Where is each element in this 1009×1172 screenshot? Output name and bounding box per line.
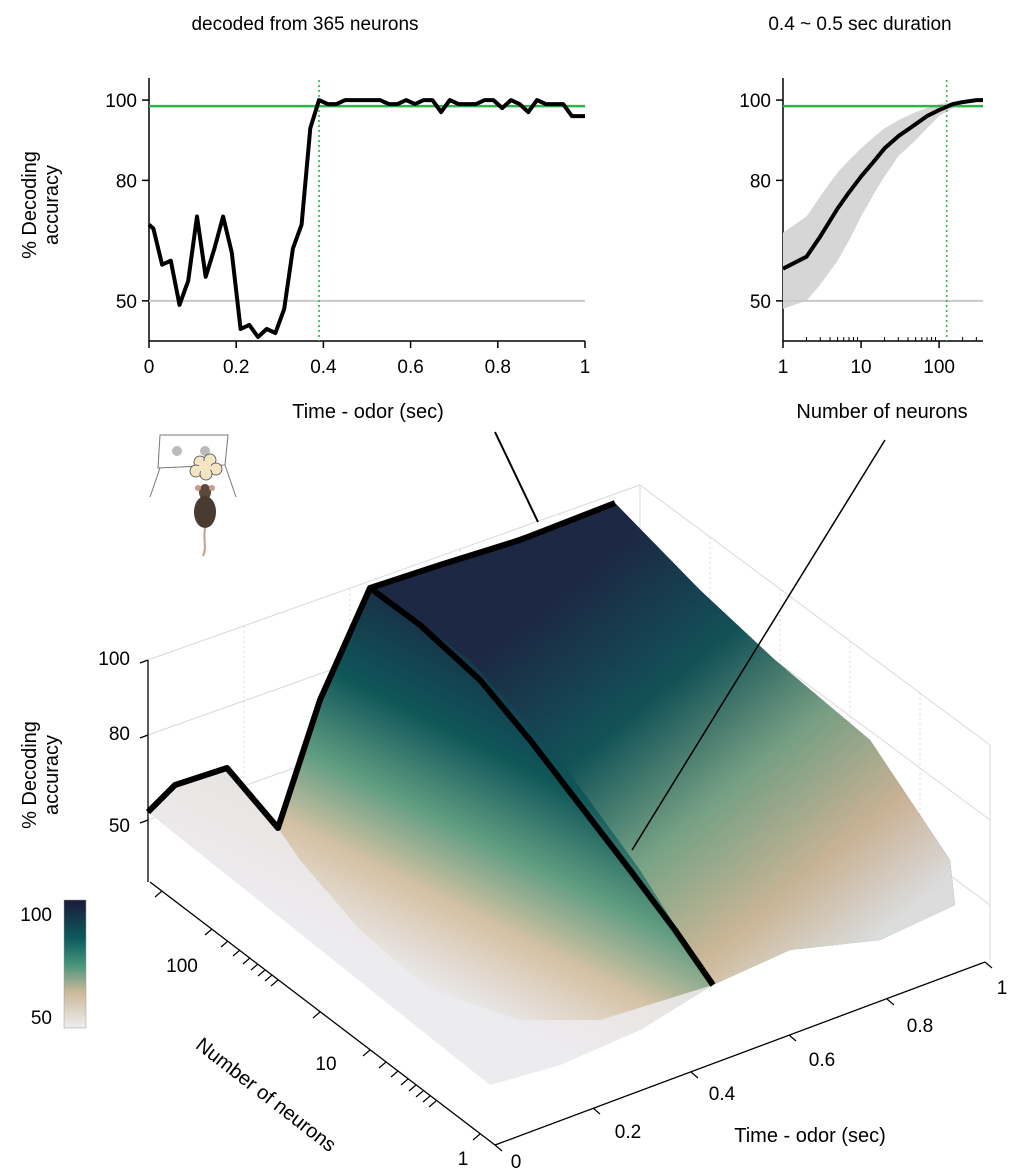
odor-port-left <box>172 446 182 456</box>
surface-neuron-tick-100: 100 <box>166 956 198 977</box>
time-course-ytick-label: 100 <box>105 91 137 112</box>
time-course-ytick-label: 80 <box>116 171 137 192</box>
surface-time-ridge <box>145 500 617 831</box>
neuron-count-xlabel: Number of neurons <box>796 401 967 423</box>
surface-neuron-label: Number of neurons <box>191 1034 339 1157</box>
surface-z-tick-80: 80 <box>109 724 130 745</box>
time-course-xtick-label: 0.8 <box>485 357 511 378</box>
surface-time-label: Time - odor (sec) <box>734 1125 886 1147</box>
surface-neuron-tick-10: 10 <box>315 1054 336 1075</box>
neuron-count-xtick-label: 100 <box>923 357 955 378</box>
neuron-count-xtick-label: 10 <box>850 357 871 378</box>
mouse-icon <box>194 484 216 557</box>
neuron-count-ytick-label: 100 <box>739 91 771 112</box>
surface-floor <box>149 881 986 1146</box>
surface-panel: 100 80 50 % Decoding accuracy 1 <box>19 431 1008 1172</box>
surface-neuron-tick-1: 1 <box>458 1149 469 1170</box>
surface-time-ticks <box>494 961 993 1152</box>
surface-right-sheet <box>370 503 955 985</box>
surface-low-region <box>148 768 713 1085</box>
surface-zlabel-line2: accuracy <box>41 735 63 815</box>
surface-zlabel-line1: % Decoding <box>19 721 41 829</box>
mouse-illustration <box>149 434 237 557</box>
colorbar-tick-100: 100 <box>20 905 52 926</box>
surface-neuron-ticks <box>154 890 481 1141</box>
time-course-xtick-label: 0.2 <box>223 357 249 378</box>
neuron-count-series-line <box>782 98 983 271</box>
neuron-count-panel: 0.4 ~ 0.5 sec duration 50 80 100 1 10 100 Nu… <box>739 14 983 423</box>
neuron-count-ytick-label: 80 <box>750 171 771 192</box>
neuron-count-ytick-label: 50 <box>750 292 771 313</box>
colorbar-tick-50: 50 <box>31 1008 52 1029</box>
time-course-xtick-label: 0.4 <box>310 357 337 378</box>
odor-port-right <box>200 446 210 456</box>
time-course-xtick-label: 1 <box>580 357 591 378</box>
surface-time-tick-0.2: 0.2 <box>615 1122 641 1143</box>
surface-z-tick-50: 50 <box>109 816 130 837</box>
time-course-xtick-label: 0.6 <box>397 357 423 378</box>
neuron-count-xtick-label: 1 <box>778 357 789 378</box>
time-course-connector <box>494 431 539 523</box>
time-course-title: decoded from 365 neurons <box>191 14 418 35</box>
surface-time-tick-0.6: 0.6 <box>809 1050 835 1071</box>
neuron-count-error-band <box>783 100 983 309</box>
surface-time-tick-0: 0 <box>511 1152 522 1172</box>
surface-z-tick-100: 100 <box>98 649 130 670</box>
odor-cloud-icon <box>189 453 223 481</box>
surface-time-tick-0.4: 0.4 <box>709 1084 736 1105</box>
time-course-panel: decoded from 365 neurons % Decoding accu… <box>19 14 590 423</box>
time-course-xlabel: Time - odor (sec) <box>292 401 444 423</box>
time-course-ylabel-line2: accuracy <box>41 165 63 245</box>
colorbar: 100 50 <box>20 899 87 1029</box>
time-course-ylabel-line1: % Decoding <box>19 151 41 259</box>
neuron-count-connector <box>631 439 886 851</box>
surface-neuron-ridge <box>368 585 716 987</box>
time-course-ytick-label: 50 <box>116 292 137 313</box>
colorbar-gradient <box>63 899 87 1029</box>
time-course-xtick-label: 0 <box>144 357 155 378</box>
surface-time-tick-0.8: 0.8 <box>907 1016 933 1037</box>
neuron-count-title: 0.4 ~ 0.5 sec duration <box>768 14 951 35</box>
surface-time-tick-1: 1 <box>997 978 1008 999</box>
time-course-series-line <box>147 98 585 339</box>
